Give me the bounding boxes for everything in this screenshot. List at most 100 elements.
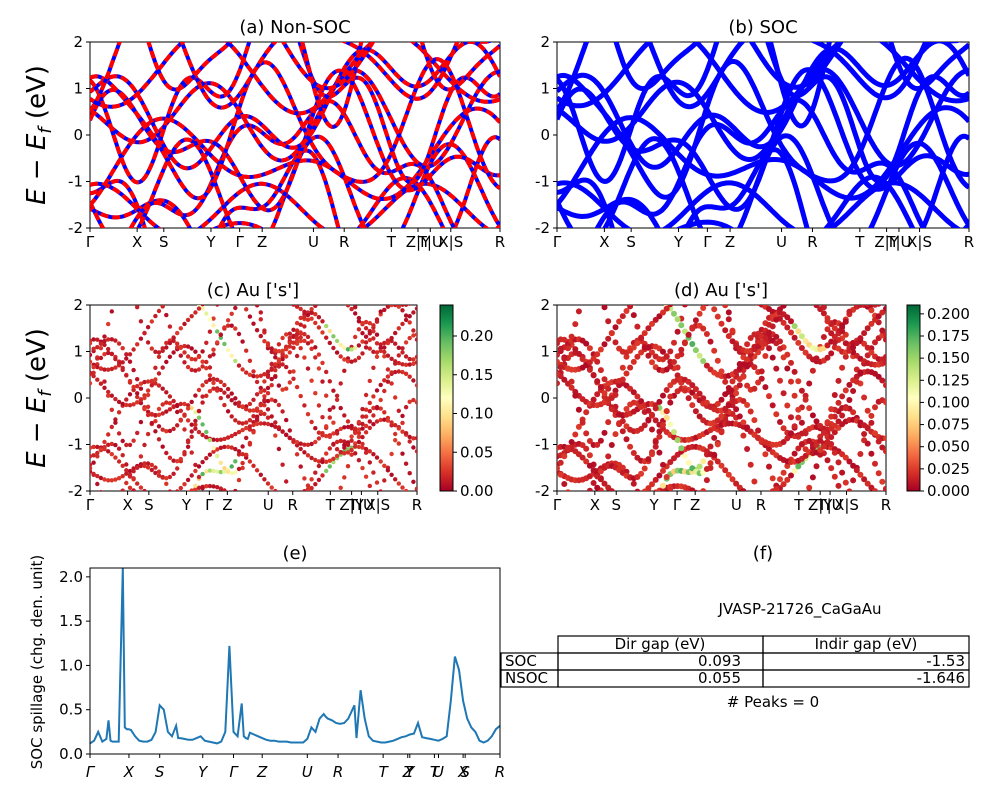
projection-point	[298, 446, 303, 452]
projection-point	[597, 384, 604, 390]
projection-point	[660, 467, 666, 474]
projection-point	[346, 263, 350, 267]
projection-point	[324, 369, 329, 375]
projection-point	[360, 268, 364, 272]
projection-point	[316, 430, 322, 435]
projection-point	[802, 396, 809, 403]
projection-point	[382, 378, 387, 383]
x-tick-label: T	[379, 763, 390, 781]
projection-point	[258, 409, 263, 414]
projection-point	[583, 284, 589, 290]
projection-point	[145, 461, 151, 466]
projection-point	[331, 441, 336, 447]
projection-point	[95, 377, 100, 382]
projection-point	[226, 545, 230, 549]
projection-point	[864, 440, 871, 447]
projection-point	[784, 314, 791, 321]
projection-point	[161, 293, 165, 297]
projection-point	[762, 451, 769, 458]
projection-point	[233, 431, 238, 437]
projection-point	[407, 399, 412, 404]
projection-point	[273, 355, 278, 360]
projection-point	[244, 452, 249, 457]
projection-point	[153, 349, 158, 354]
projection-point	[660, 549, 666, 555]
projection-point	[222, 402, 227, 408]
projection-point	[124, 397, 129, 402]
projection-point	[806, 380, 813, 387]
projection-point	[211, 316, 216, 321]
projection-point	[715, 512, 721, 518]
projection-point	[682, 558, 688, 564]
projection-point	[124, 462, 129, 467]
projection-point	[233, 459, 238, 464]
projection-point	[740, 373, 747, 380]
projection-point	[189, 429, 194, 434]
projection-point	[135, 504, 139, 508]
projection-point	[411, 535, 415, 539]
projection-point	[857, 529, 863, 535]
projection-point	[824, 354, 831, 361]
projection-point	[389, 335, 394, 341]
projection-point	[164, 481, 169, 486]
x-tick-label: S	[144, 496, 154, 514]
projection-point	[168, 500, 172, 504]
projection-point	[707, 338, 714, 345]
projection-point	[854, 294, 860, 300]
projection-point	[586, 345, 593, 352]
projection-point	[642, 495, 648, 501]
projection-point	[664, 255, 670, 261]
projection-point	[580, 296, 586, 302]
projection-point	[620, 296, 626, 302]
projection-point	[378, 397, 383, 403]
projection-point	[831, 325, 838, 332]
projection-point	[704, 252, 710, 258]
projection-point	[414, 354, 417, 360]
projection-point	[583, 265, 589, 271]
projection-point	[788, 472, 794, 479]
projection-point	[324, 459, 329, 464]
projection-point	[726, 525, 732, 531]
projection-point	[714, 417, 721, 424]
projection-point	[262, 397, 267, 403]
projection-point	[587, 274, 593, 280]
projection-point	[164, 496, 168, 500]
projection-point	[579, 454, 586, 461]
projection-point	[832, 270, 838, 276]
projection-point	[638, 497, 644, 503]
projection-point	[229, 445, 234, 450]
projection-point	[178, 456, 183, 462]
projection-point	[857, 471, 864, 478]
projection-point	[324, 284, 328, 288]
projection-point	[393, 395, 398, 400]
projection-point	[95, 364, 100, 370]
projection-point	[167, 324, 173, 329]
projection-point	[704, 526, 710, 532]
projection-point	[397, 264, 401, 268]
projection-point	[157, 290, 161, 294]
plot-frame	[89, 304, 418, 492]
projection-point	[853, 340, 860, 347]
projection-point	[247, 459, 253, 464]
projection-point	[631, 569, 637, 575]
projection-point	[861, 330, 868, 337]
projection-point	[583, 445, 590, 452]
projection-point	[109, 366, 115, 372]
projection-point	[846, 531, 852, 537]
projection-point	[335, 534, 339, 538]
projection-point	[685, 459, 692, 466]
projection-point	[586, 462, 593, 469]
projection-point	[98, 475, 104, 481]
projection-point	[382, 291, 386, 295]
projection-point	[334, 431, 340, 436]
projection-point	[714, 400, 721, 407]
x-tick-label: S	[155, 763, 165, 781]
projection-point	[182, 269, 186, 273]
projection-point	[259, 525, 263, 529]
projection-point	[842, 387, 849, 394]
projection-point	[346, 530, 350, 534]
projection-point	[106, 502, 110, 506]
projection-point	[294, 328, 300, 333]
projection-point	[305, 442, 311, 447]
projection-point	[638, 281, 644, 287]
